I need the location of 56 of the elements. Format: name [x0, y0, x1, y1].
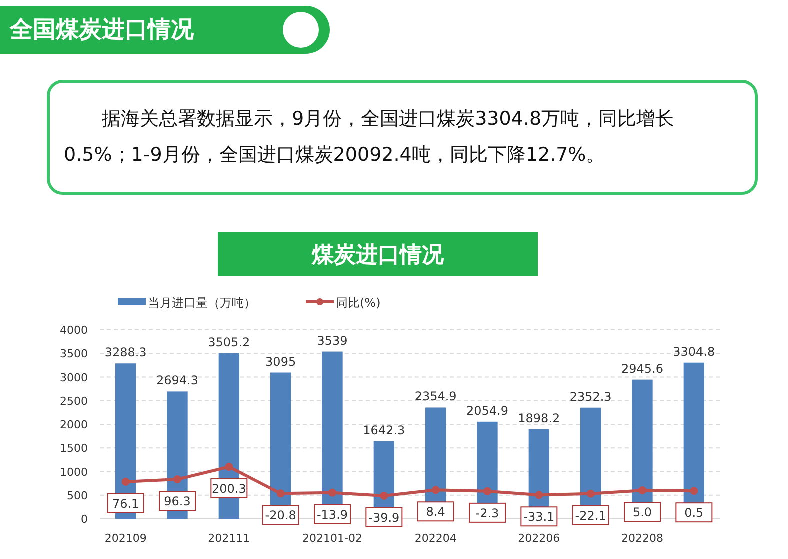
data-label: -22.1	[575, 508, 606, 523]
data-label: 76.1	[112, 496, 140, 511]
point	[276, 490, 285, 498]
y-tick-label: 500	[67, 489, 88, 502]
data-label: 2054.9	[466, 404, 508, 418]
data-label: 2945.6	[622, 362, 664, 376]
data-label: 3288.3	[104, 346, 147, 360]
y-tick-label: 3500	[60, 348, 88, 361]
data-label: -20.8	[265, 508, 296, 523]
y-tick-label: 3000	[60, 371, 88, 384]
y-tick-label: 4000	[60, 324, 88, 337]
data-label: -13.9	[316, 508, 348, 522]
point	[535, 491, 544, 500]
point	[174, 476, 182, 484]
text: 全国煤炭进口情况	[0, 6, 330, 54]
data-label: 2694.3	[156, 374, 198, 388]
data-label: 3095	[266, 354, 296, 369]
y-tick-label: 1500	[60, 442, 88, 456]
data-label: -39.9	[368, 510, 400, 525]
x-tick-label: 202101-02	[302, 532, 362, 545]
y-tick-label: 2500	[60, 394, 88, 408]
data-label: 2354.9	[414, 390, 457, 404]
text: 据海关总署数据显示，9月份，全国进口煤炭3304.8万吨，同比增长0.5%；1-9月份，全国进口煤炭20092.4吨，同比下降12.7%。	[47, 80, 758, 195]
x-tick-label: 202109	[104, 532, 147, 545]
point	[328, 488, 336, 497]
data-label: 8.4	[426, 505, 446, 520]
chart-title: 煤炭进口情况	[311, 243, 445, 268]
data-label: 2352.3	[570, 390, 612, 404]
point	[690, 487, 698, 496]
point	[484, 487, 492, 496]
data-label: 3505.2	[208, 335, 250, 350]
x-tick-label: 202111	[208, 532, 250, 545]
legend-label: 同比(%)	[336, 296, 381, 310]
x-tick-label: 202208	[622, 532, 664, 545]
point	[380, 492, 388, 500]
legend-label: 当月进口量（万吨）	[148, 296, 256, 310]
x-tick-label: 202206	[518, 532, 560, 545]
data-label: 96.3	[164, 494, 191, 509]
point	[432, 486, 440, 494]
point	[122, 478, 130, 486]
data-label: 0.5	[684, 506, 704, 520]
point	[638, 486, 646, 495]
data-label: 3539	[317, 334, 348, 348]
data-label: -2.3	[476, 506, 500, 520]
data-label: 3304.8	[673, 344, 716, 359]
data-label: 1642.3	[363, 423, 406, 438]
data-label: -33.1	[524, 510, 555, 524]
y-tick-label: 1000	[60, 466, 88, 479]
y-tick-label: 2000	[60, 418, 88, 432]
point	[225, 463, 234, 472]
data-label: 5.0	[632, 506, 652, 520]
y-tick-label: 0	[81, 513, 88, 526]
data-label: 1898.2	[518, 411, 560, 426]
data-label: 200.3	[212, 482, 246, 496]
point	[586, 490, 595, 498]
x-tick-label: 202204	[414, 532, 457, 545]
